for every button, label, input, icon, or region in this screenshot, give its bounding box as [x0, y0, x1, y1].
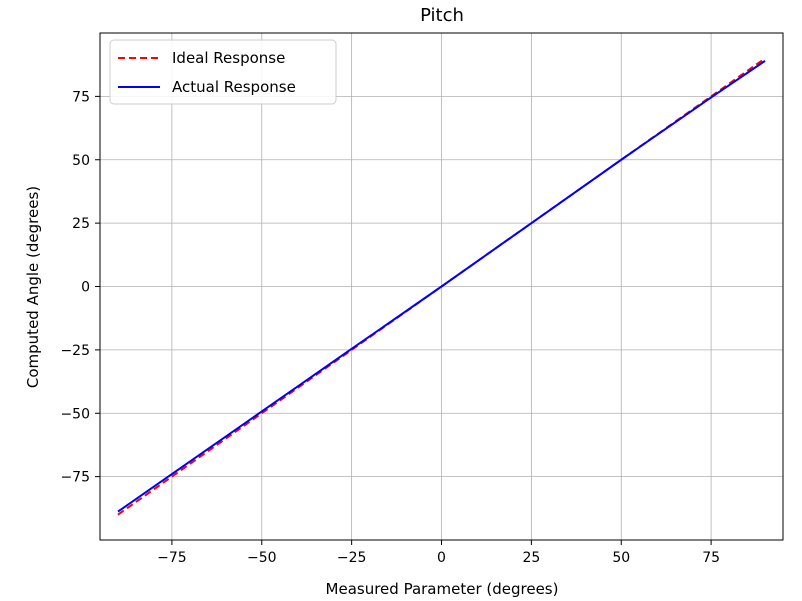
legend-ideal-label: Ideal Response [172, 49, 285, 67]
x-tick-label: −75 [157, 550, 187, 566]
y-tick-label: 50 [72, 153, 90, 169]
legend: Ideal Response Actual Response [109, 39, 337, 105]
grid-lines [100, 33, 783, 540]
y-axis-label: Computed Angle (degrees) [24, 186, 42, 388]
x-tick-label: −50 [247, 550, 277, 566]
series-line-actual-response [117, 60, 766, 513]
y-tick-label: −50 [60, 406, 90, 422]
y-axis-ticks: −75 −50 −25 0 25 50 75 [60, 89, 100, 486]
y-tick-label: 0 [81, 280, 90, 296]
x-axis-label: Measured Parameter (degrees) [326, 580, 559, 598]
x-tick-label: 0 [437, 550, 446, 566]
x-tick-label: −25 [337, 550, 367, 566]
series-line-ideal-response [117, 57, 766, 516]
y-tick-label: 75 [72, 89, 90, 105]
x-axis-ticks: −75 −50 −25 0 25 50 75 [157, 540, 720, 566]
series-layer [117, 57, 766, 516]
legend-actual-label: Actual Response [172, 78, 296, 96]
x-tick-label: 25 [522, 550, 540, 566]
x-tick-label: 75 [702, 550, 720, 566]
y-tick-label: −75 [60, 470, 90, 486]
legend-box [109, 39, 337, 105]
y-tick-label: −25 [60, 343, 90, 359]
x-tick-label: 50 [612, 550, 630, 566]
y-tick-label: 25 [72, 216, 90, 232]
chart-title: Pitch [420, 5, 464, 26]
